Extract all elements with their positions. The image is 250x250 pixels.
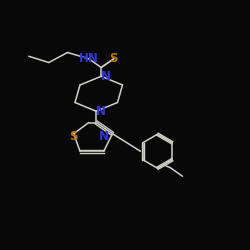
Text: N: N xyxy=(96,105,106,118)
Text: S: S xyxy=(110,52,118,65)
Text: S: S xyxy=(70,130,78,143)
Text: HN: HN xyxy=(79,52,99,65)
Text: N: N xyxy=(101,70,111,83)
Text: N: N xyxy=(99,130,109,143)
